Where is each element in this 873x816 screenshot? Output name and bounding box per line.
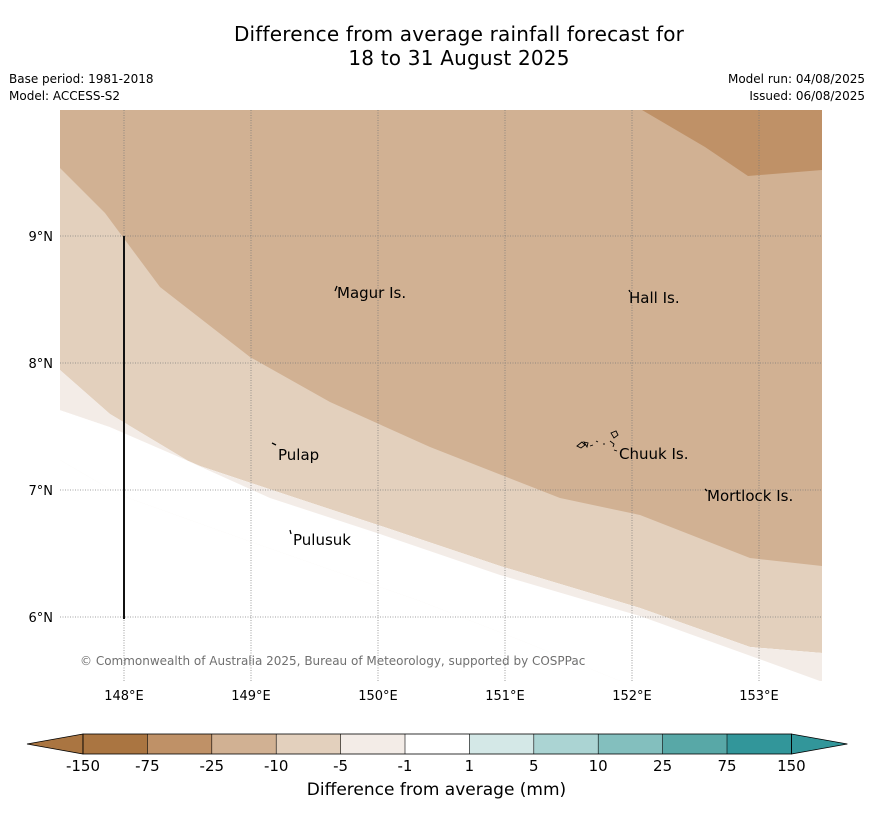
colorbar-tick-label: 25 [653,757,672,775]
model-name-text: Model: ACCESS-S2 [9,89,121,103]
colorbar-extend-low [26,733,84,755]
colorbar-tick-label: 5 [529,757,539,775]
band-neg-25-75 [642,110,822,176]
place-label-pulusuk: Pulusuk [293,531,351,549]
colorbar-tick-label: -5 [333,757,348,775]
lon-tick-label: 152°E [612,689,652,704]
colorbar-legend: -150 -75 -25 -10 -5 -1 1 5 10 25 75 150 [26,733,848,775]
issued-date-text: Issued: 06/08/2025 [749,89,865,103]
colorbar-tick-label: 75 [717,757,736,775]
mortlock-island-shape [704,488,708,492]
colorbar-swatch [211,734,277,754]
colorbar-swatch [533,734,599,754]
colorbar-tick-label: -10 [264,757,289,775]
lon-tick-label: 149°E [231,689,271,704]
gridlines [60,110,822,681]
colorbar-swatch [83,734,148,754]
base-period-text: Base period: 1981-2018 [9,72,154,86]
colorbar-tick-label: -150 [66,757,100,775]
lat-tick-label: 6°N [29,611,54,626]
longitude-ticks: 148°E 149°E 150°E 151°E 152°E 153°E [104,689,779,704]
hall-island-shape [628,289,631,293]
colorbar-tick-label: -75 [135,757,160,775]
band-white-gap [60,460,620,681]
colorbar-swatch [276,734,342,754]
model-info-right: Model run: 04/08/2025 Issued: 06/08/2025 [728,71,865,105]
colorbar-tick-label: 10 [589,757,608,775]
copyright-notice: © Commonwealth of Australia 2025, Bureau… [80,654,585,668]
colorbar-swatch [662,734,728,754]
colorbar-tick-label: -25 [200,757,225,775]
map-title: Difference from average rainfall forecas… [0,22,873,70]
place-label-chuuk: Chuuk Is. [619,445,688,463]
pulap-island-shape [271,442,277,446]
colorbar-tick-label: 150 [777,757,806,775]
place-label-pulap: Pulap [278,446,319,464]
colorbar-swatch [405,734,470,754]
colorbar-swatch [147,734,213,754]
model-info-left: Base period: 1981-2018 Model: ACCESS-S2 [9,71,154,105]
lat-tick-label: 8°N [29,357,54,372]
latitude-ticks: 9°N 8°N 7°N 6°N [29,230,54,626]
pulusuk-island-shape [289,529,292,535]
title-line-1: Difference from average rainfall forecas… [233,22,685,46]
colorbar-tick-label: 1 [465,757,475,775]
place-label-magur: Magur Is. [337,284,406,302]
island-marks [271,285,708,535]
colorbar-title: Difference from average (mm) [306,780,567,800]
lon-tick-label: 148°E [104,689,144,704]
colorbar-swatch [340,734,406,754]
colorbar-extend-high [791,733,848,755]
lon-tick-label: 151°E [485,689,525,704]
colorbar-swatch [598,734,664,754]
lon-tick-label: 153°E [739,689,779,704]
colorbar-swatch [727,734,792,754]
colorbar-swatch [469,734,535,754]
model-run-text: Model run: 04/08/2025 [727,72,865,86]
lon-tick-label: 150°E [358,689,398,704]
colorbar-tick-label: -1 [398,757,413,775]
map-plot-area: Magur Is. Hall Is. Pulap Chuuk Is. Mortl… [60,110,822,681]
band-neg-10-25 [60,110,822,566]
place-label-mortlock: Mortlock Is. [707,487,793,505]
chuuk-lagoon-shapes [576,430,619,452]
title-line-2: 18 to 31 August 2025 [348,46,570,70]
lat-tick-label: 9°N [29,230,54,245]
magur-island-shape [334,285,338,292]
place-label-hall: Hall Is. [629,289,680,307]
band-neg-1-5-b [60,370,822,681]
lat-tick-label: 7°N [29,484,54,499]
